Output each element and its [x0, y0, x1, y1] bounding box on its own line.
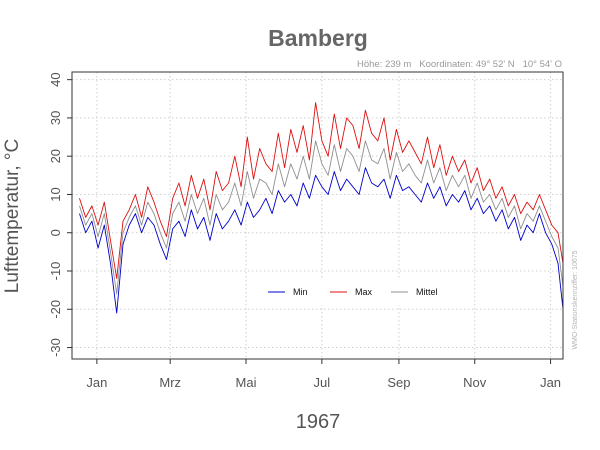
- y-tick-label: 10: [48, 187, 63, 201]
- y-tick-label: -10: [48, 262, 63, 281]
- series-line-mittel: [79, 140, 564, 295]
- x-tick-label: Mai: [236, 375, 257, 390]
- y-tick-label: 20: [48, 149, 63, 163]
- x-tick-label: Sep: [387, 375, 410, 390]
- plot-frame: [71, 71, 564, 360]
- x-tick-label: Jul: [314, 375, 331, 390]
- x-axis-ticks: Jan Mrz Mai Jul Sep Nov Jan: [86, 359, 561, 390]
- legend-label-min: Min: [293, 287, 308, 297]
- series-lines: [79, 102, 564, 314]
- x-tick-label: Mrz: [159, 375, 181, 390]
- station-info: Höhe: 239 m Koordinaten: 49° 52' N 10° 5…: [357, 59, 562, 70]
- y-tick-label: 30: [48, 111, 63, 125]
- y-tick-label: -20: [48, 300, 63, 319]
- station-id-note: WMO-Stationskennziffer: 10675: [572, 250, 579, 349]
- legend-label-max: Max: [355, 287, 373, 297]
- legend-box: [258, 279, 452, 305]
- y-tick-label: 40: [48, 72, 63, 86]
- x-tick-label: Jan: [540, 375, 561, 390]
- series-line-max: [79, 102, 564, 280]
- y-axis-ticks: -30 -20 -10 0 10 20 30 40: [48, 72, 72, 357]
- legend-label-mittel: Mittel: [416, 287, 438, 297]
- legend: Min Max Mittel: [258, 279, 452, 305]
- y-tick-label: 0: [48, 229, 63, 236]
- y-tick-label: -30: [48, 338, 63, 357]
- x-tick-label: Jan: [86, 375, 107, 390]
- series-line-min: [79, 167, 564, 314]
- x-tick-label: Nov: [463, 375, 487, 390]
- x-axis-label: 1967: [296, 411, 341, 433]
- y-axis-label: Lufttemperatur, °C: [2, 139, 23, 293]
- chart-title: Bamberg: [268, 25, 368, 51]
